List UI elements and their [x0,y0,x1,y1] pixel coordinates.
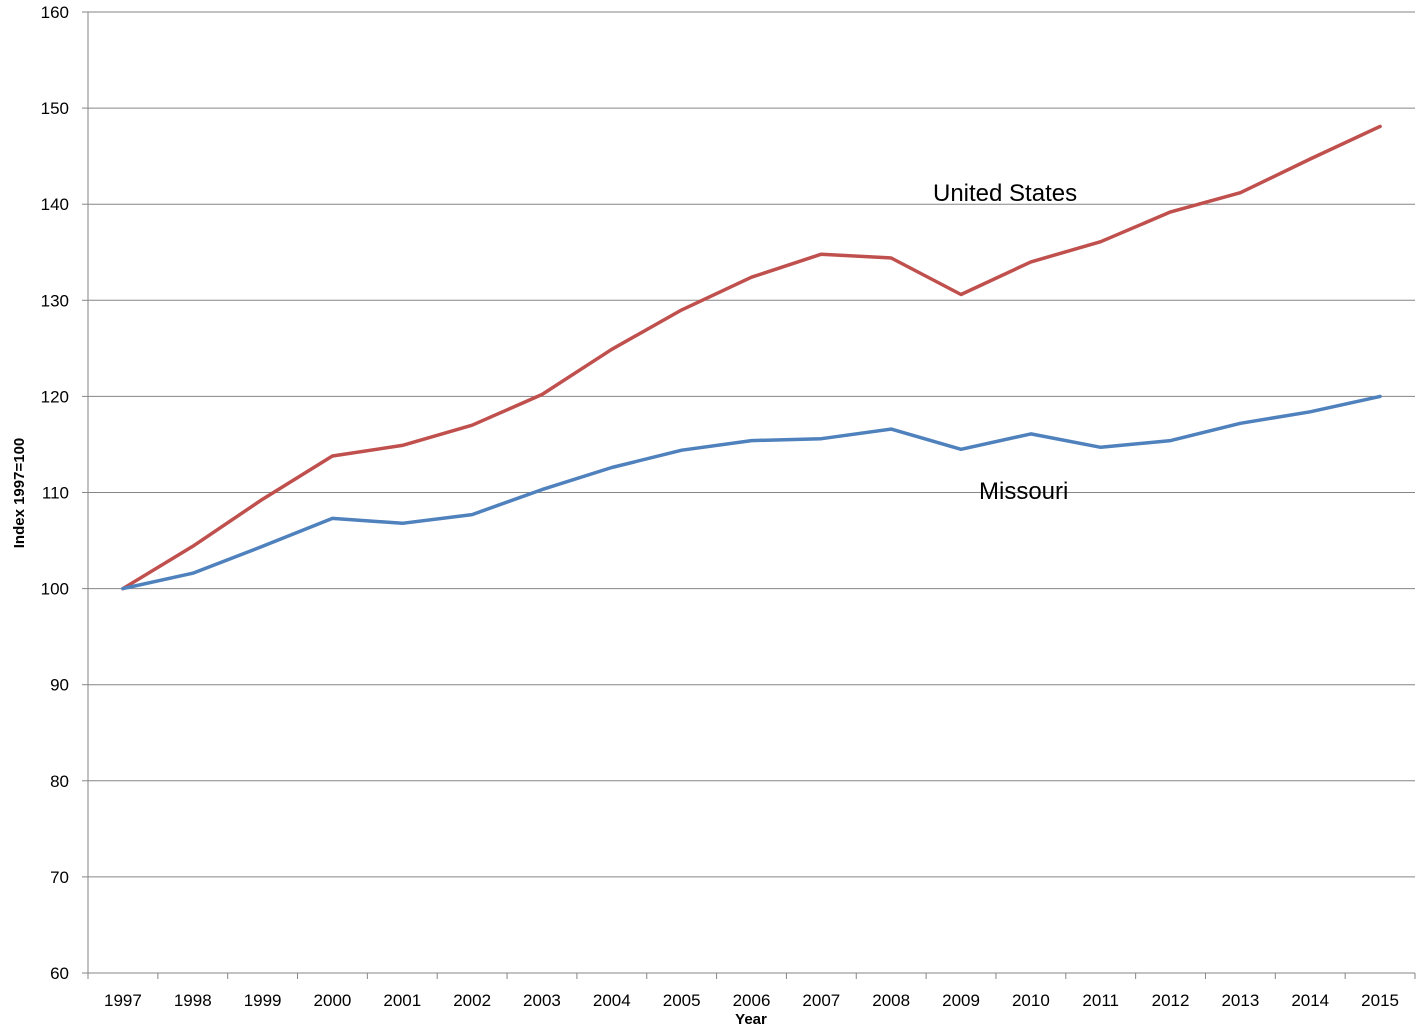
y-tick-label: 60 [50,964,69,983]
series-label-united-states: United States [933,180,1077,207]
x-tick-label: 2001 [383,991,421,1010]
y-tick-label: 150 [41,99,69,118]
x-tick-label: 2003 [523,991,561,1010]
x-tick-label: 1999 [244,991,282,1010]
gridlines [88,11,1415,878]
series-label-missouri: Missouri [979,478,1068,505]
series-line-missouri [121,394,1382,591]
x-tick-label: 2002 [453,991,491,1010]
x-tick-label: 2005 [663,991,701,1010]
x-tick-labels: 1997 1998 1999 2000 2001 2002 2003 2004 2005 2006… [87,973,1416,1010]
series-lines [121,124,1382,591]
x-tick-label: 2008 [872,991,910,1010]
y-tick-label: 90 [50,676,69,695]
y-tick-label: 120 [41,387,69,406]
x-tick-label: 2006 [733,991,771,1010]
y-tick-label: 110 [42,484,69,503]
x-tick-label: 2009 [942,991,980,1010]
y-tick-label: 70 [50,868,69,887]
y-tick-label: 100 [41,580,69,599]
y-tick-label: 140 [41,195,69,214]
x-tick-label: 2011 [1082,991,1119,1010]
x-axis-title: Year [735,1011,767,1028]
x-tick-label: 2000 [314,991,352,1010]
y-tick-label: 80 [50,772,69,791]
y-tick-label: 160 [41,3,69,22]
series-line-united-states [121,124,1382,591]
x-tick-label: 2004 [593,991,631,1010]
x-tick-label: 2013 [1221,991,1259,1010]
y-axis-title: Index 1997=100 [11,438,28,549]
x-tick-label: 1997 [104,991,142,1010]
x-tick-label: 2015 [1361,991,1399,1010]
x-tick-label: 2014 [1291,991,1329,1010]
x-tick-label: 1998 [174,991,212,1010]
x-tick-label: 2007 [802,991,840,1010]
y-tick-labels: 60 70 80 90 100 110 120 130 140 150 160 [41,3,88,983]
x-tick-label: 2010 [1012,991,1050,1010]
x-tick-label: 2012 [1152,991,1190,1010]
y-tick-label: 130 [41,291,69,310]
